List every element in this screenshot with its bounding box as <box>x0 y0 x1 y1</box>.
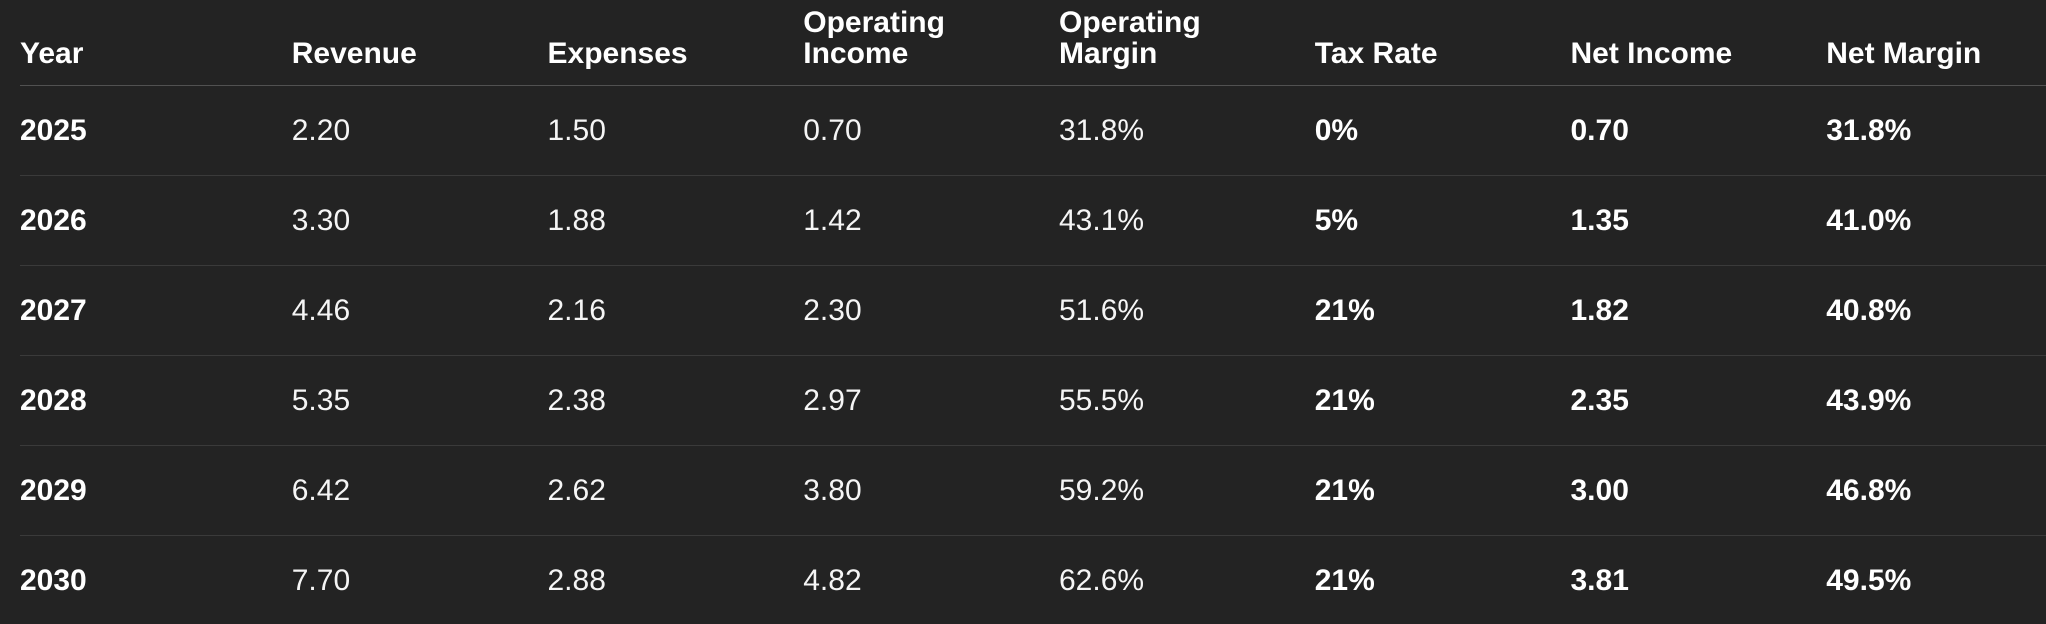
cell-net-income: 3.00 <box>1570 474 1629 507</box>
cell-net-margin: 46.8% <box>1826 474 1912 507</box>
column-header-net-margin: Net Margin <box>1826 37 1982 70</box>
cell-tax-rate: 5% <box>1314 204 1359 237</box>
cell-operating-income: 0.70 <box>803 114 862 147</box>
cell-operating-margin: 31.8% <box>1059 114 1145 147</box>
cell-net-income: 3.81 <box>1570 564 1629 597</box>
cell-year: 2030 <box>20 564 87 597</box>
cell-expenses: 1.50 <box>547 114 606 147</box>
cell-year: 2027 <box>20 294 87 327</box>
cell-operating-margin: 59.2% <box>1059 474 1145 507</box>
column-header-operating-income: Operating Income <box>803 6 945 70</box>
cell-year: 2026 <box>20 204 87 237</box>
cell-tax-rate: 21% <box>1314 474 1375 507</box>
cell-net-margin: 41.0% <box>1826 204 1912 237</box>
table-row-2029: 2029 6.42 2.62 3.80 59.2% 21% 3.00 46.8% <box>0 446 2046 536</box>
cell-year: 2029 <box>20 474 87 507</box>
cell-net-income: 1.82 <box>1570 294 1629 327</box>
column-header-expenses: Expenses <box>547 37 688 70</box>
cell-tax-rate: 21% <box>1314 564 1375 597</box>
table-row-2028: 2028 5.35 2.38 2.97 55.5% 21% 2.35 43.9% <box>0 356 2046 446</box>
cell-net-income: 0.70 <box>1570 114 1629 147</box>
cell-operating-income: 3.80 <box>803 474 862 507</box>
column-header-year: Year <box>20 37 84 70</box>
cell-net-income: 2.35 <box>1570 384 1629 417</box>
cell-expenses: 2.38 <box>547 384 606 417</box>
column-header-tax-rate: Tax Rate <box>1314 37 1438 70</box>
cell-net-margin: 31.8% <box>1826 114 1912 147</box>
cell-operating-margin: 55.5% <box>1059 384 1145 417</box>
cell-operating-income: 1.42 <box>803 204 862 237</box>
table-row-2030: 2030 7.70 2.88 4.82 62.6% 21% 3.81 49.5% <box>0 536 2046 624</box>
cell-operating-margin: 51.6% <box>1059 294 1145 327</box>
cell-revenue: 5.35 <box>291 384 351 417</box>
table-header-row: Year Revenue Expenses Operating Income O… <box>0 0 2046 86</box>
cell-revenue: 7.70 <box>291 564 351 597</box>
cell-net-margin: 40.8% <box>1826 294 1912 327</box>
table-row-2027: 2027 4.46 2.16 2.30 51.6% 21% 1.82 40.8% <box>0 266 2046 356</box>
column-header-revenue: Revenue <box>291 37 417 70</box>
cell-revenue: 4.46 <box>291 294 351 327</box>
cell-net-margin: 49.5% <box>1826 564 1912 597</box>
cell-expenses: 2.88 <box>547 564 606 597</box>
cell-expenses: 2.62 <box>547 474 606 507</box>
cell-expenses: 1.88 <box>547 204 606 237</box>
cell-revenue: 6.42 <box>291 474 351 507</box>
cell-year: 2028 <box>20 384 87 417</box>
cell-net-income: 1.35 <box>1570 204 1629 237</box>
table-row-2025: 2025 2.20 1.50 0.70 31.8% 0% 0.70 31.8% <box>0 86 2046 176</box>
cell-operating-income: 2.97 <box>803 384 862 417</box>
cell-year: 2025 <box>20 114 87 147</box>
cell-tax-rate: 21% <box>1314 294 1375 327</box>
cell-expenses: 2.16 <box>547 294 606 327</box>
cell-operating-margin: 62.6% <box>1059 564 1145 597</box>
cell-operating-income: 4.82 <box>803 564 862 597</box>
cell-tax-rate: 0% <box>1314 114 1359 147</box>
cell-operating-margin: 43.1% <box>1059 204 1145 237</box>
cell-revenue: 3.30 <box>291 204 351 237</box>
column-header-net-income: Net Income <box>1570 37 1733 70</box>
cell-tax-rate: 21% <box>1314 384 1375 417</box>
cell-net-margin: 43.9% <box>1826 384 1912 417</box>
column-header-operating-margin: Operating Margin <box>1059 6 1201 70</box>
table-row-2026: 2026 3.30 1.88 1.42 43.1% 5% 1.35 41.0% <box>0 176 2046 266</box>
cell-revenue: 2.20 <box>291 114 351 147</box>
cell-operating-income: 2.30 <box>803 294 862 327</box>
